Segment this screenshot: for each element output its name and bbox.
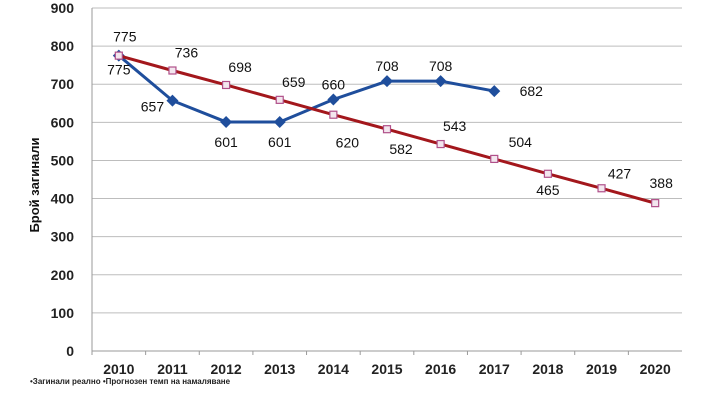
y-tick-label: 200 xyxy=(51,267,75,283)
y-tick-label: 0 xyxy=(66,343,74,359)
legend: •Загинали реално •Прогнозен темп на нама… xyxy=(30,377,231,386)
data-label: 682 xyxy=(520,83,544,99)
data-label: 775 xyxy=(113,29,137,45)
y-tick-label: 700 xyxy=(51,76,75,92)
point-marker-actual xyxy=(327,93,340,106)
data-label: 659 xyxy=(282,74,306,90)
point-marker-forecast xyxy=(168,66,177,75)
x-tick-label: 2020 xyxy=(640,361,671,377)
y-tick-label: 100 xyxy=(51,305,75,321)
x-tick-label: 2011 xyxy=(157,361,188,377)
data-label: 601 xyxy=(268,134,292,150)
y-tick-label: 800 xyxy=(51,38,75,54)
data-label: 543 xyxy=(443,118,467,134)
point-marker-actual xyxy=(273,115,286,128)
data-label: 427 xyxy=(608,165,632,181)
point-marker-actual xyxy=(488,85,501,98)
point-marker-actual xyxy=(381,75,393,88)
x-tick-label: 2016 xyxy=(425,361,456,377)
x-tick-label: 2019 xyxy=(586,361,617,377)
y-tick-label: 300 xyxy=(51,229,75,245)
data-label: 708 xyxy=(429,58,453,74)
gridlines xyxy=(92,7,682,314)
point-marker-forecast xyxy=(275,95,284,104)
x-tick-label: 2010 xyxy=(103,361,134,377)
data-label: 465 xyxy=(536,182,560,198)
point-marker-actual xyxy=(434,75,447,88)
y-tick-label: 400 xyxy=(51,191,75,207)
x-tick-label: 2013 xyxy=(264,361,295,377)
data-label: 708 xyxy=(375,58,399,74)
point-marker-forecast xyxy=(329,110,338,119)
data-label: 620 xyxy=(336,135,360,151)
point-marker-forecast xyxy=(490,154,499,164)
data-label: 698 xyxy=(228,59,252,75)
data-label: 504 xyxy=(509,134,533,150)
x-tick-label: 2015 xyxy=(371,361,402,377)
y-tick-label: 900 xyxy=(51,0,75,16)
x-tick-label: 2017 xyxy=(479,361,510,377)
data-labels: 775 657 601 601 660 708 708 682 775 736 698 659 620 5… xyxy=(107,29,673,198)
x-tick-label: 2018 xyxy=(532,361,563,377)
point-marker-actual xyxy=(166,94,179,107)
point-marker-forecast xyxy=(436,139,445,149)
series-line-actual xyxy=(117,54,495,124)
data-label: 657 xyxy=(141,99,165,115)
series xyxy=(112,49,660,208)
y-tick-label: 600 xyxy=(51,114,75,130)
axes: 0 100 200 300 400 500 600 700 800 900 2010 2011 2012… xyxy=(51,0,682,377)
point-marker-forecast xyxy=(543,169,553,178)
y-axis-title: Брой загинали xyxy=(27,137,42,232)
point-marker-forecast xyxy=(597,184,606,193)
point-marker-forecast xyxy=(382,125,392,134)
data-label: 660 xyxy=(322,76,346,92)
data-label: 388 xyxy=(650,175,674,191)
point-marker-forecast xyxy=(651,199,660,208)
data-label: 736 xyxy=(175,45,199,61)
y-tick-label: 500 xyxy=(51,152,75,168)
data-label: 601 xyxy=(214,134,238,150)
point-marker-forecast xyxy=(221,80,231,90)
x-tick-label: 2012 xyxy=(211,361,242,377)
point-marker-forecast xyxy=(114,51,123,60)
data-label: 582 xyxy=(389,141,413,157)
x-tick-label: 2014 xyxy=(318,361,349,377)
data-label: 775 xyxy=(107,62,131,78)
point-marker-actual xyxy=(220,115,233,128)
